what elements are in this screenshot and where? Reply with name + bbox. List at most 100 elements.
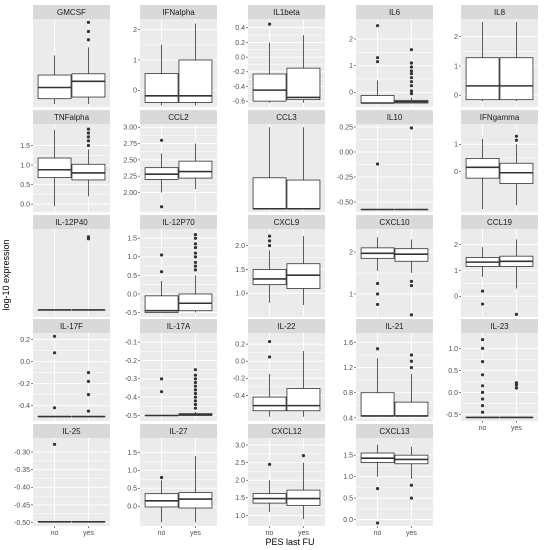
outlier-point [514, 138, 519, 142]
box-iqr [465, 157, 500, 179]
y-tick-label: 0 [454, 93, 458, 100]
y-tick-label: 2.50 [123, 157, 137, 164]
y-tick-label: -0.35 [14, 467, 30, 474]
box-yes [286, 454, 321, 519]
strip-label: IL1beta [273, 8, 300, 17]
panel-bg [461, 229, 538, 317]
panel-cxcl10: CXCL10 1 2 [349, 215, 433, 317]
outlier-point [480, 373, 485, 377]
y-tick-label: -0.2 [18, 381, 30, 388]
outlier-point [193, 406, 198, 410]
outlier-point [267, 239, 272, 243]
box-no [360, 24, 395, 104]
outlier-point [193, 380, 198, 385]
y-tick-label: 0.2 [235, 40, 245, 47]
outlier-point [86, 143, 91, 148]
panel-bg [33, 438, 110, 526]
y-tick-label: 1.5 [20, 143, 30, 150]
y-tick-label: 1.5 [127, 236, 137, 243]
outlier-point [375, 487, 380, 491]
outlier-point [193, 260, 198, 265]
y-tick-label: -0.4 [125, 395, 137, 402]
box-no [360, 444, 395, 525]
strip-label: IL-17F [60, 322, 83, 331]
outlier-point [409, 48, 414, 52]
y-tick-label: -0.30 [14, 449, 30, 456]
strip-bg [356, 215, 433, 229]
outlier-point [159, 270, 164, 274]
strip-label: CCL19 [487, 218, 512, 227]
box-iqr [252, 177, 287, 210]
y-tick-label: 0.0 [448, 390, 458, 397]
outlier-point [514, 134, 519, 138]
outlier-point [193, 399, 198, 403]
box-iqr [394, 248, 429, 262]
outlier-point [86, 38, 91, 42]
box-no [252, 22, 287, 103]
outlier-point [86, 139, 91, 143]
outlier-point [514, 383, 519, 387]
box-no [252, 339, 287, 417]
box-no [360, 162, 395, 211]
outlier-point [375, 281, 380, 286]
strip-bg [248, 5, 325, 19]
y-tick-label: 1.0 [235, 513, 245, 520]
outlier-point [267, 234, 272, 238]
panel-cxcl12: CXCL12 1.0 1.5 2.0 2.5 3.0 no yes [235, 424, 325, 537]
y-tick-label: 0.5 [20, 182, 30, 189]
strip-label: CXCL9 [274, 218, 300, 227]
outlier-point [86, 127, 91, 131]
box-no [37, 334, 72, 418]
box-iqr [178, 160, 213, 179]
y-tick-label: 1 [133, 57, 137, 64]
outlier-point [193, 245, 198, 250]
box-no [144, 253, 179, 313]
outlier-point [409, 359, 414, 363]
strip-label: IL-27 [169, 427, 188, 436]
outlier-point [193, 395, 198, 399]
y-tick-label: 1.0 [127, 254, 137, 261]
outlier-point [193, 368, 198, 372]
y-tick-label: 0.00 [339, 149, 353, 156]
panel-ccl3: CCL3 [248, 110, 325, 212]
outlier-point [159, 390, 164, 394]
outlier-point [480, 302, 485, 306]
strip-label: CCL3 [276, 113, 297, 122]
outlier-point [514, 312, 519, 317]
panel-cxcl9: CXCL9 1.0 1.5 2.0 [235, 215, 325, 317]
outlier-point [193, 236, 198, 240]
panel-bg [356, 19, 433, 107]
strip-label: IL-17A [167, 322, 191, 331]
y-tick-label: -0.5 [125, 310, 137, 317]
outlier-point [267, 462, 272, 466]
box-yes [286, 236, 321, 306]
box-yes [394, 446, 429, 500]
box-yes [71, 127, 106, 197]
panel-gmcsf: GMCSF [33, 5, 110, 107]
y-tick-label: 2.0 [235, 478, 245, 485]
y-tick-label: -0.6 [233, 99, 245, 106]
panel-bg [248, 438, 325, 526]
box-no [37, 55, 72, 105]
outlier-point [193, 268, 198, 272]
x-tick-label: yes [190, 530, 201, 537]
box-yes [394, 126, 429, 211]
outlier-point [480, 289, 485, 293]
panel-il-17a: IL-17A -0.5 -0.4 -0.3 -0.2 -0.1 [125, 319, 217, 421]
y-tick-label: -0.2 [233, 376, 245, 383]
panel-bg [356, 438, 433, 526]
strip-bg [248, 110, 325, 124]
y-tick-label: 0.2 [235, 342, 245, 349]
box-no [144, 377, 179, 417]
strip-label: IFNalpha [162, 8, 195, 17]
outlier-point [86, 379, 91, 383]
box-no [144, 44, 179, 106]
y-tick-label: -0.45 [14, 502, 30, 509]
outlier-point [409, 279, 414, 283]
y-tick-label: 1 [349, 291, 353, 298]
outlier-point [193, 377, 198, 381]
outlier-point [514, 386, 519, 390]
panel-il-23: IL-23 -0.5 0.0 0.5 1.0 no yes [446, 319, 538, 432]
x-tick-label: no [266, 530, 274, 537]
box-yes [499, 134, 534, 206]
